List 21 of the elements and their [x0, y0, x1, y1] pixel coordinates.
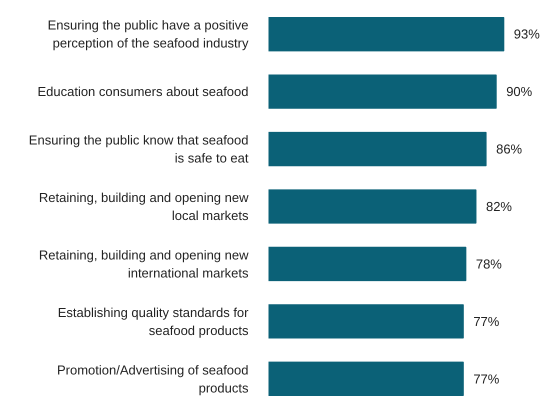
data-label: 93%	[514, 26, 540, 42]
data-label: 78%	[476, 256, 502, 272]
y-tick-label: Ensuring the public know that seafood is safe to eat	[28, 132, 249, 166]
bar	[268, 74, 497, 109]
bar	[268, 132, 487, 166]
data-label: 77%	[473, 371, 500, 386]
bar	[268, 189, 476, 224]
bar	[268, 246, 466, 282]
y-tick-label: Promotion/Advertising of seafood products	[57, 362, 249, 396]
y-tick-label: Retaining, building and opening new local markets	[38, 190, 250, 223]
y-tick-label: Establishing quality standards for seafood products	[58, 304, 250, 338]
data-label: 77%	[473, 314, 500, 329]
data-label: 86%	[496, 142, 523, 157]
bar	[268, 362, 464, 396]
y-tick-label: Ensuring the public have a positive perception of the seafood industry	[48, 18, 249, 51]
y-tick-label: Retaining, building and opening new international markets	[38, 247, 250, 280]
data-label: 90%	[506, 84, 533, 100]
y-tick-label: Education consumers about seafood	[37, 84, 249, 100]
data-label: 82%	[486, 199, 512, 214]
bar	[268, 17, 504, 52]
bar	[268, 304, 464, 339]
